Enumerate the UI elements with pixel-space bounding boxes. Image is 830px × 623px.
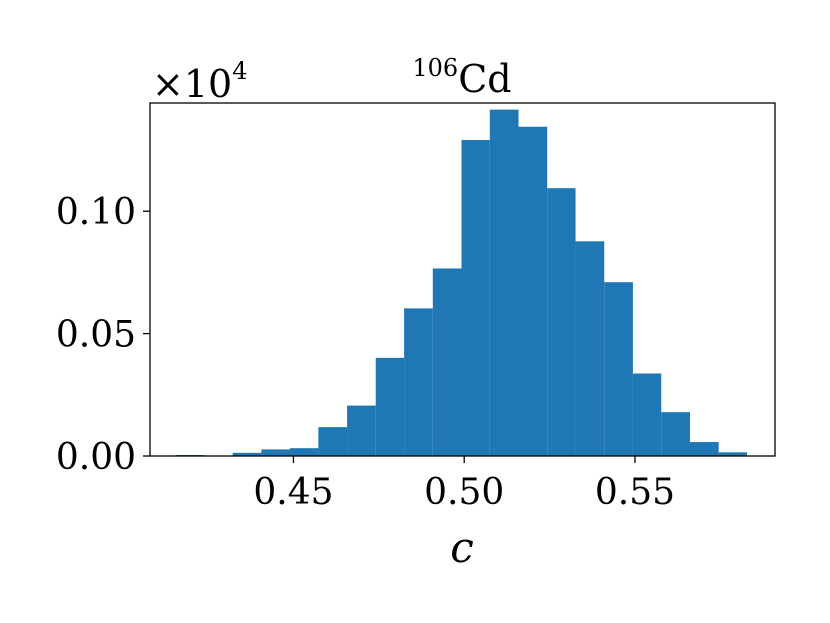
histogram-bar — [404, 308, 433, 456]
histogram-bar — [318, 427, 348, 456]
y-tick-label: 0.05 — [56, 315, 136, 356]
y-tick-label: 0.10 — [56, 192, 136, 233]
plot-frame — [149, 102, 776, 457]
histogram-bar — [718, 452, 747, 456]
scale-base: ×10 — [152, 62, 232, 106]
x-tick-label: 0.45 — [253, 472, 333, 513]
x-tick-label: 0.55 — [595, 472, 675, 513]
title-mass-number: 106 — [412, 54, 458, 82]
histogram-bar — [604, 282, 633, 456]
histogram-bar — [461, 139, 490, 456]
histogram-bar — [432, 268, 462, 456]
histogram-bar — [575, 241, 605, 456]
title-element: Cd — [458, 57, 511, 101]
histogram-bar — [689, 442, 719, 456]
histogram-bar — [261, 449, 291, 456]
chart-title: 106Cd — [412, 54, 511, 101]
scale-exponent: 4 — [232, 57, 247, 85]
histogram-bar — [518, 126, 548, 456]
y-scale-factor: ×104 — [152, 57, 247, 106]
histogram-bar — [232, 452, 262, 456]
histogram-bar — [632, 373, 662, 456]
histogram-bars — [175, 109, 747, 457]
histogram-bar — [661, 412, 690, 456]
y-axis-ticks: 0.00 0.05 0.10 — [56, 192, 150, 478]
histogram-bar — [347, 405, 376, 456]
x-axis-ticks: 0.45 0.50 0.55 — [253, 456, 675, 513]
histogram-bar — [290, 448, 319, 456]
x-tick-label: 0.50 — [424, 472, 504, 513]
histogram-bar — [547, 188, 576, 456]
histogram-bar — [375, 357, 405, 456]
y-tick-label: 0.00 — [56, 437, 136, 478]
histogram-bar — [489, 109, 519, 457]
x-axis-label: c — [450, 523, 474, 572]
